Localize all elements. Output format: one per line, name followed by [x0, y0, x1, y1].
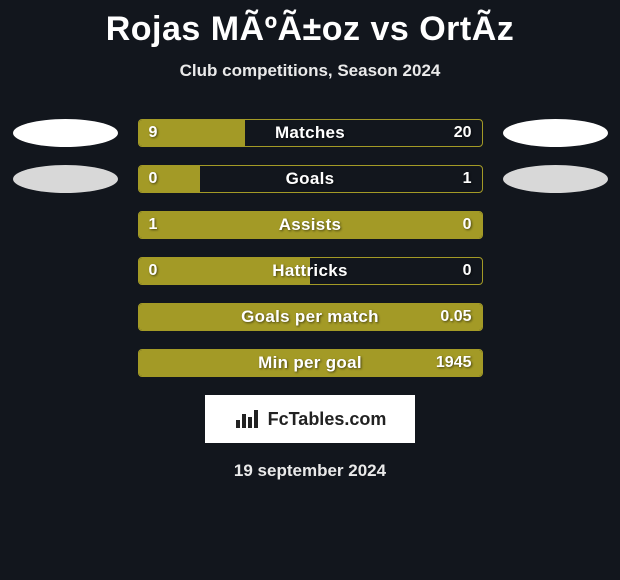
row-spacer [503, 211, 608, 239]
page-title: Rojas MÃºÃ±oz vs OrtÃ­z [0, 0, 620, 49]
stat-bar: 0 Goals 1 [138, 165, 483, 193]
stat-bar: 1 Assists 0 [138, 211, 483, 239]
row-spacer [13, 303, 118, 331]
stat-value-right: 0 [463, 258, 472, 284]
row-spacer [13, 211, 118, 239]
stat-value-right: 0 [463, 212, 472, 238]
bar-chart-icon [234, 408, 260, 430]
stat-value-right: 0.05 [440, 304, 471, 330]
row-spacer [503, 349, 608, 377]
player-left-ellipse [13, 165, 118, 193]
stats-chart: 9 Matches 20 0 Goals 1 1 Assists 0 [0, 119, 620, 377]
brand-text: FcTables.com [268, 409, 387, 430]
stat-row: 0 Hattricks 0 [0, 257, 620, 285]
stat-label: Goals [139, 166, 482, 192]
stat-bar: 9 Matches 20 [138, 119, 483, 147]
row-spacer [13, 349, 118, 377]
date-label: 19 september 2024 [0, 461, 620, 481]
stat-label: Matches [139, 120, 482, 146]
stat-bar: 0 Hattricks 0 [138, 257, 483, 285]
stat-value-right: 1945 [436, 350, 472, 376]
page-subtitle: Club competitions, Season 2024 [0, 61, 620, 81]
stat-label: Assists [139, 212, 482, 238]
stat-label: Hattricks [139, 258, 482, 284]
stat-row: Goals per match 0.05 [0, 303, 620, 331]
stat-row: Min per goal 1945 [0, 349, 620, 377]
row-spacer [503, 303, 608, 331]
player-right-ellipse [503, 165, 608, 193]
row-spacer [503, 257, 608, 285]
stat-row: 9 Matches 20 [0, 119, 620, 147]
stat-value-right: 1 [463, 166, 472, 192]
stat-label: Min per goal [139, 350, 482, 376]
stat-bar: Goals per match 0.05 [138, 303, 483, 331]
player-right-ellipse [503, 119, 608, 147]
brand-footer[interactable]: FcTables.com [205, 395, 415, 443]
stat-row: 1 Assists 0 [0, 211, 620, 239]
stat-label: Goals per match [139, 304, 482, 330]
stat-bar: Min per goal 1945 [138, 349, 483, 377]
stat-row: 0 Goals 1 [0, 165, 620, 193]
row-spacer [13, 257, 118, 285]
stat-value-right: 20 [454, 120, 472, 146]
player-left-ellipse [13, 119, 118, 147]
